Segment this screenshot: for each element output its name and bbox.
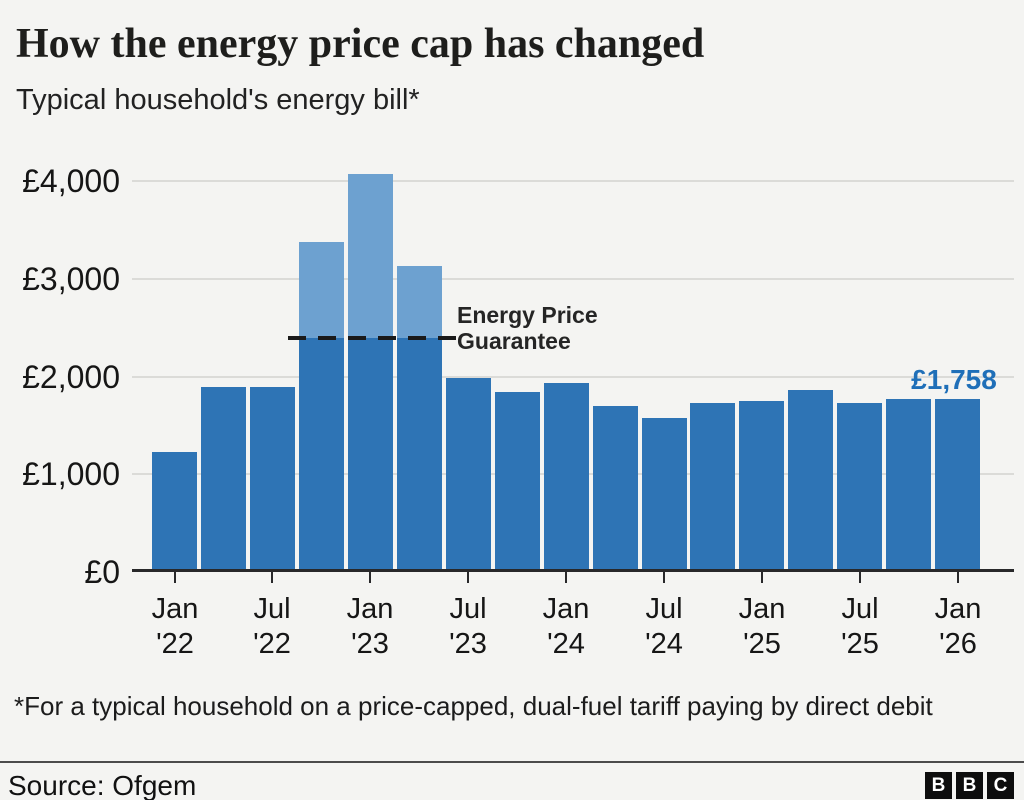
x-tick — [467, 572, 469, 583]
bar-epg-capped-segment — [397, 338, 442, 571]
x-tick — [565, 572, 567, 583]
gridline-4000 — [132, 180, 1014, 182]
gridline-2000 — [132, 376, 1014, 378]
x-tick-label: Jul '23 — [449, 593, 487, 660]
x-tick-label: Jan '25 — [738, 593, 786, 660]
bbc-logo-letter: B — [925, 772, 952, 799]
bar-oct-25 — [886, 399, 931, 571]
bar-apr-23 — [397, 266, 442, 571]
bar-jan-22 — [152, 452, 197, 571]
y-tick-label: £2,000 — [22, 359, 120, 395]
y-tick-label: £0 — [84, 554, 120, 590]
bar-jul-23 — [446, 378, 491, 571]
source-label: Source: Ofgem — [8, 770, 197, 800]
bar-jan-23 — [348, 174, 393, 571]
bbc-logo-letter: C — [987, 772, 1014, 799]
chart-title: How the energy price cap has changed — [16, 21, 705, 67]
y-tick-label: £4,000 — [22, 163, 120, 199]
x-tick-label: Jan '23 — [346, 593, 394, 660]
epg-annotation: Energy Price Guarantee — [457, 302, 598, 354]
bar-jan-25 — [739, 401, 784, 571]
y-tick-label: £1,000 — [22, 456, 120, 492]
x-tick-label: Jan '24 — [542, 593, 590, 660]
x-tick — [663, 572, 665, 583]
epg-annotation-line1: Energy Price — [457, 302, 598, 328]
bar-jul-24 — [642, 418, 687, 571]
bar-jan-24 — [544, 383, 589, 571]
bar-apr-24 — [593, 406, 638, 571]
x-tick — [271, 572, 273, 583]
gridline-3000 — [132, 278, 1014, 280]
x-axis-line — [132, 569, 1014, 572]
bar-apr-22 — [201, 387, 246, 571]
epg-dashed-line — [288, 336, 460, 340]
x-tick — [859, 572, 861, 583]
bar-chart: £0 £1,000 £2,000 £3,000 £4,000 Jan '22 Jul '2… — [22, 163, 1014, 660]
footnote: *For a typical household on a price-capp… — [14, 691, 933, 721]
x-tick-label: Jul '24 — [645, 593, 683, 660]
latest-value-label: £1,758 — [911, 364, 997, 395]
y-tick-label: £3,000 — [22, 261, 120, 297]
x-tick — [174, 572, 176, 583]
bar-apr-25 — [788, 390, 833, 571]
chart-subtitle: Typical household's energy bill* — [16, 84, 420, 116]
x-tick — [369, 572, 371, 583]
bar-oct-24 — [690, 403, 735, 571]
x-tick-label: Jul '25 — [841, 593, 879, 660]
x-tick — [957, 572, 959, 583]
x-tick-label: Jan '22 — [151, 593, 199, 660]
bar-jul-25 — [837, 403, 882, 571]
bbc-logo-letter: B — [956, 772, 983, 799]
x-tick — [761, 572, 763, 583]
epg-annotation-line2: Guarantee — [457, 328, 571, 354]
bar-jan-26 — [935, 399, 980, 571]
x-tick-label: Jan '26 — [934, 593, 982, 660]
footer-divider — [0, 761, 1024, 763]
bbc-logo: B B C — [925, 772, 1014, 799]
bar-oct-22 — [299, 242, 344, 571]
x-tick-label: Jul '22 — [253, 593, 291, 660]
bar-epg-capped-segment — [299, 338, 344, 571]
bar-jul-22 — [250, 387, 295, 571]
bar-epg-capped-segment — [348, 338, 393, 571]
bar-oct-23 — [495, 392, 540, 571]
